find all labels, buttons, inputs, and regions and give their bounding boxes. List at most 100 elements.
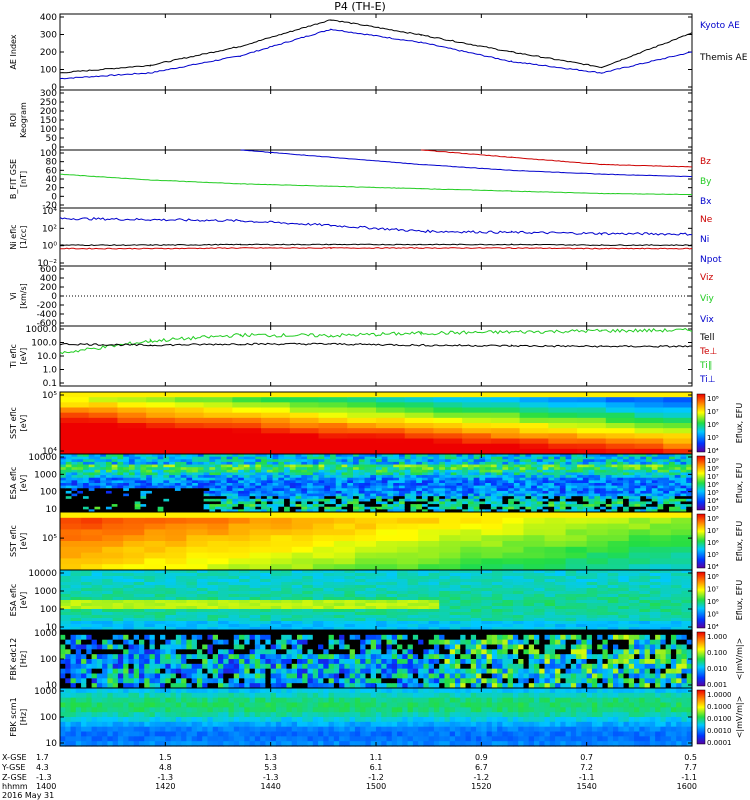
heatmap-cell	[534, 579, 546, 583]
heatmap-cell	[508, 477, 515, 481]
heatmap-cell	[312, 606, 324, 610]
heatmap-cell	[416, 459, 423, 463]
heatmap-cell	[565, 594, 577, 598]
heatmap-cell	[681, 588, 693, 592]
heatmap-cell	[628, 588, 640, 592]
y-tick-label: 200	[40, 48, 57, 58]
heatmap-cell	[600, 480, 607, 484]
heatmap-cell	[594, 504, 601, 508]
heatmap-cell	[196, 615, 209, 619]
heatmap-cell	[65, 472, 73, 476]
heatmap-cell	[203, 428, 233, 434]
heatmap-cell	[456, 477, 463, 481]
heatmap-cell	[197, 501, 205, 505]
heatmap-cell	[490, 493, 498, 497]
heatmap-cell	[157, 469, 165, 474]
heatmap-cell	[512, 588, 525, 592]
heatmap-cell	[416, 469, 423, 474]
heatmap-cell	[473, 509, 481, 513]
heatmap-cell	[157, 509, 165, 513]
y-tick-label: -400	[37, 310, 58, 320]
heatmap-cell	[634, 443, 664, 450]
heatmap-cell	[154, 603, 166, 607]
heatmap-cell	[565, 606, 577, 610]
heatmap-cell	[146, 483, 153, 487]
heatmap-cell	[669, 467, 676, 471]
series-line	[240, 149, 693, 178]
heatmap-cell	[555, 594, 567, 598]
heatmap-cell	[291, 570, 303, 574]
heatmap-cell	[628, 464, 636, 468]
heatmap-cell	[260, 603, 272, 607]
heatmap-cell	[291, 618, 303, 622]
heatmap-cell	[232, 464, 239, 468]
colorbar-label: Eflux, EFU	[735, 580, 744, 621]
heatmap-cell	[307, 496, 314, 500]
heatmap-cell	[512, 612, 525, 616]
heatmap-cell	[623, 456, 630, 460]
heatmap-cell	[154, 591, 166, 595]
heatmap-cell	[628, 624, 640, 628]
heatmap-cell	[577, 459, 584, 463]
heatmap-cell	[502, 541, 525, 548]
heatmap-cell	[470, 615, 482, 619]
heatmap-cell	[255, 475, 262, 479]
heatmap-cell	[542, 456, 549, 460]
heatmap-cell	[462, 485, 469, 489]
heatmap-cell	[169, 459, 176, 463]
heatmap-cell	[398, 456, 406, 460]
heatmap-cell	[565, 564, 588, 571]
heatmap-cell	[192, 456, 199, 460]
heatmap-cell	[605, 412, 636, 419]
heatmap-cell	[123, 683, 130, 689]
heatmap-cell	[387, 493, 394, 497]
heatmap-cell	[70, 600, 82, 604]
heatmap-cell	[105, 501, 113, 505]
heatmap-cell	[597, 624, 609, 628]
heatmap-cell	[102, 654, 108, 660]
heatmap-cell	[261, 490, 268, 495]
heatmap-cell	[548, 402, 578, 409]
heatmap-cell	[244, 659, 251, 665]
heatmap-cell	[548, 480, 555, 484]
heatmap-cell	[238, 498, 245, 503]
heatmap-cell	[439, 475, 446, 479]
heatmap-cell	[60, 417, 90, 424]
heatmap-cell	[433, 488, 440, 492]
heatmap-cell	[243, 464, 251, 468]
heatmap-cell	[291, 564, 314, 571]
heatmap-cell	[548, 417, 578, 424]
heatmap-cell	[525, 472, 532, 476]
heatmap-cell	[536, 493, 544, 497]
heatmap-cell	[554, 461, 561, 466]
heatmap-cell	[335, 454, 343, 458]
heatmap-cell	[196, 621, 209, 625]
heatmap-cell	[663, 412, 693, 419]
heatmap-cell	[174, 454, 182, 458]
heatmap-cell	[376, 469, 383, 474]
heatmap-cell	[105, 485, 113, 489]
heatmap-cell	[220, 472, 228, 476]
heatmap-cell	[169, 509, 176, 513]
heatmap-cell	[456, 506, 463, 510]
heatmap-cell	[318, 397, 348, 403]
heatmap-cell	[397, 573, 409, 577]
heatmap-cell	[91, 600, 103, 604]
heatmap-cell	[128, 683, 135, 689]
heatmap-cell	[284, 483, 291, 487]
heatmap-cell	[376, 597, 388, 601]
heatmap-cell	[404, 506, 412, 510]
heatmap-cell	[433, 472, 440, 476]
heatmap-cell	[462, 464, 469, 468]
heatmap-cell	[175, 612, 187, 616]
heatmap-cell	[71, 456, 78, 460]
heatmap-cell	[544, 612, 556, 616]
heatmap-cell	[421, 464, 429, 468]
heatmap-cell	[365, 597, 377, 601]
heatmap-cell	[270, 618, 282, 622]
heatmap-cell	[295, 490, 302, 495]
heatmap-cell	[381, 483, 389, 487]
heatmap-cell	[376, 480, 383, 484]
heatmap-cell	[181, 663, 187, 670]
heatmap-cell	[502, 570, 514, 574]
